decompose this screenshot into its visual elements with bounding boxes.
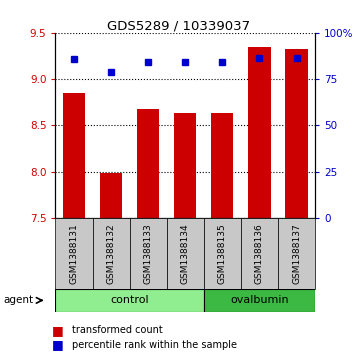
Text: control: control — [110, 295, 149, 305]
Bar — [55, 218, 93, 289]
Text: GSM1388136: GSM1388136 — [255, 223, 264, 284]
Text: GSM1388135: GSM1388135 — [218, 223, 227, 284]
Bar — [285, 49, 308, 218]
Bar — [278, 218, 315, 289]
Bar — [93, 218, 130, 289]
Text: percentile rank within the sample: percentile rank within the sample — [72, 340, 237, 350]
Bar — [211, 113, 233, 218]
Bar — [63, 93, 85, 218]
Bar — [100, 174, 122, 218]
Bar — [248, 46, 271, 218]
Text: GSM1388134: GSM1388134 — [181, 223, 190, 284]
Text: GSM1388131: GSM1388131 — [69, 223, 78, 284]
Bar — [204, 289, 315, 312]
Bar — [241, 218, 278, 289]
Text: GSM1388137: GSM1388137 — [292, 223, 301, 284]
Text: ovalbumin: ovalbumin — [230, 295, 289, 305]
Text: agent: agent — [4, 295, 34, 305]
Text: GSM1388132: GSM1388132 — [107, 223, 116, 284]
Bar — [130, 218, 167, 289]
Bar — [55, 289, 204, 312]
Text: ■: ■ — [52, 338, 64, 351]
Text: GDS5289 / 10339037: GDS5289 / 10339037 — [107, 20, 251, 33]
Bar — [174, 113, 197, 218]
Text: GSM1388133: GSM1388133 — [144, 223, 153, 284]
Bar — [204, 218, 241, 289]
Text: transformed count: transformed count — [72, 325, 162, 335]
Text: ■: ■ — [52, 324, 64, 337]
Bar — [137, 109, 159, 218]
Bar — [167, 218, 204, 289]
